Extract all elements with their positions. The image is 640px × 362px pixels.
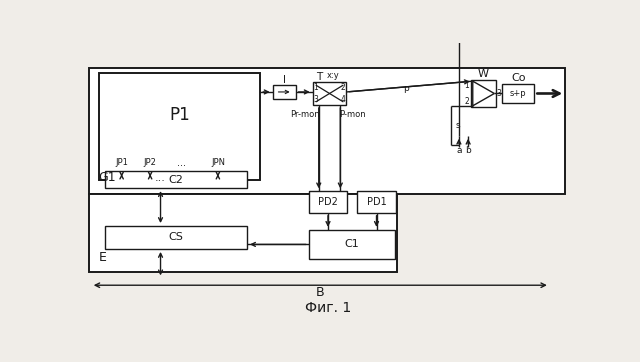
Text: W: W <box>478 69 489 79</box>
Text: 1: 1 <box>314 83 318 92</box>
Text: 2: 2 <box>464 97 469 106</box>
Text: p: p <box>403 84 409 93</box>
Text: ...: ... <box>155 173 166 183</box>
Bar <box>99 73 260 180</box>
Text: b: b <box>465 146 471 155</box>
Text: PD1: PD1 <box>367 197 387 207</box>
Text: CS: CS <box>168 232 184 243</box>
Text: C1: C1 <box>344 239 359 249</box>
Text: Pr-mon: Pr-mon <box>290 110 320 119</box>
Text: 4: 4 <box>341 95 346 104</box>
Text: Фиг. 1: Фиг. 1 <box>305 301 351 315</box>
Bar <box>90 194 397 272</box>
Text: 1: 1 <box>464 81 469 90</box>
Text: s: s <box>456 121 460 130</box>
Bar <box>273 85 296 99</box>
Bar <box>105 226 247 249</box>
Text: s+p: s+p <box>510 89 527 98</box>
Text: 3: 3 <box>497 89 502 98</box>
Text: a: a <box>456 146 461 155</box>
Polygon shape <box>473 81 494 106</box>
Text: JP2: JP2 <box>144 158 157 167</box>
Text: Co: Co <box>511 73 525 83</box>
Bar <box>312 82 346 105</box>
Text: 3: 3 <box>314 95 318 104</box>
Bar <box>308 230 395 259</box>
Text: ...: ... <box>177 158 186 168</box>
Text: P-mon: P-mon <box>339 110 366 119</box>
Bar <box>357 191 396 213</box>
Text: G1: G1 <box>99 171 116 184</box>
Text: B: B <box>316 286 324 299</box>
Text: C2: C2 <box>168 175 184 185</box>
Text: T: T <box>316 72 323 81</box>
Text: JP1: JP1 <box>115 158 128 167</box>
Text: PD2: PD2 <box>318 197 338 207</box>
Text: 2: 2 <box>341 83 346 92</box>
Bar <box>308 191 348 213</box>
Text: x:y: x:y <box>326 71 339 80</box>
Text: JPN: JPN <box>211 158 225 167</box>
Text: P1: P1 <box>169 106 190 124</box>
Bar <box>105 171 247 188</box>
Bar <box>471 80 496 106</box>
Bar <box>90 68 565 194</box>
Text: E: E <box>99 252 106 264</box>
Text: I: I <box>283 75 285 85</box>
Bar <box>502 84 534 103</box>
